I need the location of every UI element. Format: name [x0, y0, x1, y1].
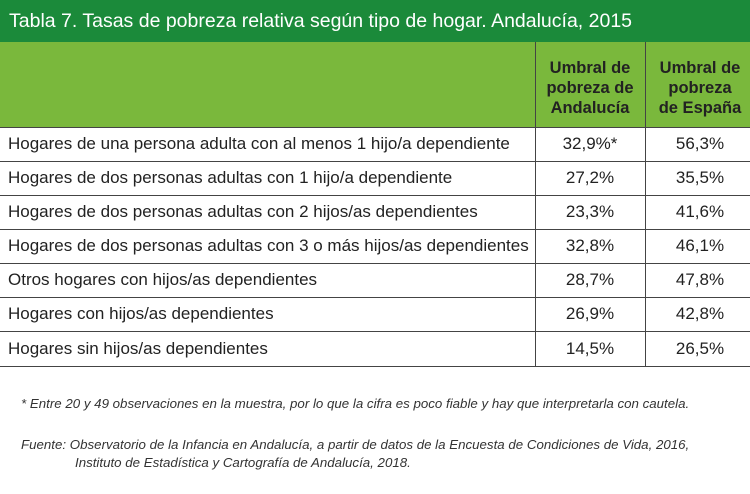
column-header-line: pobreza de	[546, 79, 634, 97]
table-title: Tabla 7. Tasas de pobreza relativa según…	[9, 10, 633, 32]
row-label: Hogares de dos personas adultas con 3 o …	[8, 236, 529, 255]
cell-espana: 47,8%	[675, 270, 725, 289]
column-divider	[645, 42, 646, 367]
table-title-bar	[0, 0, 750, 42]
row-divider	[0, 161, 750, 162]
row-divider	[0, 229, 750, 230]
column-header-andalucia: Umbral de pobreza de Andalucía	[535, 58, 645, 118]
cell-espana: 26,5%	[675, 339, 725, 358]
cell-andalucia: 26,9%	[565, 304, 615, 323]
row-divider	[0, 366, 750, 367]
column-header-line: pobreza	[668, 79, 732, 97]
row-divider	[0, 263, 750, 264]
table-footnote: * Entre 20 y 49 observaciones en la mues…	[21, 396, 690, 411]
column-header-espana: Umbral de pobreza de España	[645, 58, 750, 118]
row-divider	[0, 127, 750, 128]
column-header-line: Umbral de	[659, 59, 741, 77]
source-line: Instituto de Estadística y Cartografía d…	[75, 455, 411, 470]
cell-espana: 41,6%	[675, 202, 725, 221]
row-label: Hogares de dos personas adultas con 2 hi…	[8, 202, 478, 221]
cell-andalucia: 32,8%	[565, 236, 615, 255]
source-line: Fuente: Observatorio de la Infancia en A…	[21, 437, 690, 452]
row-label: Hogares de dos personas adultas con 1 hi…	[8, 168, 453, 187]
table-source: Fuente: Observatorio de la Infancia en A…	[21, 436, 689, 472]
cell-andalucia: 28,7%	[565, 270, 615, 289]
cell-andalucia: 23,3%	[565, 202, 615, 221]
row-label: Hogares sin hijos/as dependientes	[8, 339, 268, 358]
row-label: Otros hogares con hijos/as dependientes	[8, 270, 318, 289]
row-label: Hogares de una persona adulta con al men…	[8, 134, 510, 153]
row-divider	[0, 195, 750, 196]
column-header-line: Umbral de	[549, 59, 631, 77]
column-header-line: Andalucía	[550, 99, 630, 117]
row-label: Hogares con hijos/as dependientes	[8, 304, 274, 323]
cell-espana: 42,8%	[675, 304, 725, 323]
cell-andalucia: 14,5%	[565, 339, 615, 358]
column-divider	[535, 42, 536, 367]
row-divider	[0, 331, 750, 332]
table-header-band	[0, 42, 750, 127]
column-header-line: de España	[658, 99, 742, 117]
cell-andalucia: 27,2%	[565, 168, 615, 187]
cell-andalucia: 32,9%*	[562, 134, 618, 153]
row-divider	[0, 297, 750, 298]
cell-espana: 56,3%	[675, 134, 725, 153]
cell-espana: 35,5%	[675, 168, 725, 187]
cell-espana: 46,1%	[675, 236, 725, 255]
